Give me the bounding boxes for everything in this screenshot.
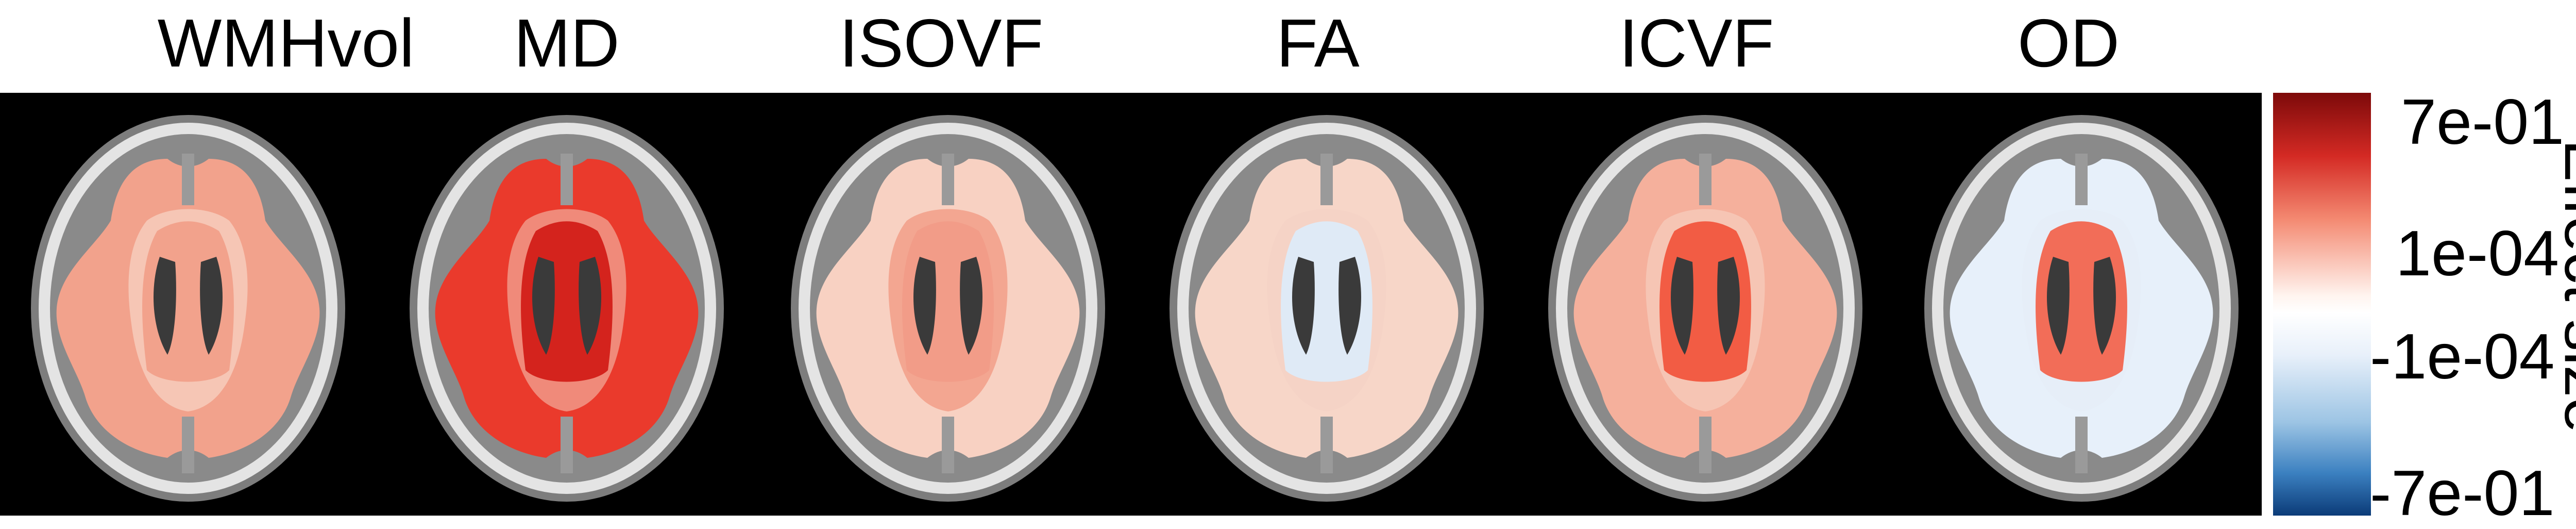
- right-ventricle: [1717, 257, 1740, 355]
- midline-front: [2075, 154, 2088, 205]
- colorbar-tick-neg-small: -1e-04: [2370, 321, 2555, 392]
- panel-title-md: MD: [514, 5, 620, 81]
- midline-back: [1320, 417, 1333, 473]
- brain-slice-md: [410, 115, 724, 502]
- right-ventricle: [1338, 257, 1361, 355]
- panel-title-wmhvol: WMHvol: [157, 5, 415, 81]
- left-ventricle: [532, 257, 555, 355]
- right-ventricle: [200, 257, 223, 355]
- colorbar-tick-min: -7e-01: [2370, 458, 2555, 529]
- midline-back: [182, 417, 194, 473]
- midline-back: [2075, 417, 2088, 473]
- right-ventricle: [579, 257, 601, 355]
- midline-front: [561, 154, 573, 205]
- brain-slices-panel: [0, 93, 2262, 516]
- panel-title-fa: FA: [1276, 5, 1360, 81]
- brain-slice-od: [1924, 115, 2239, 502]
- colorbar-title: Effect size: [2551, 139, 2576, 433]
- left-ventricle: [1292, 257, 1315, 355]
- colorbar: [2273, 93, 2371, 516]
- midline-back: [1699, 417, 1711, 473]
- left-ventricle: [1671, 257, 1693, 355]
- colorbar-gradient: [2273, 93, 2371, 516]
- brain-slice-wmhvol: [31, 115, 345, 502]
- panel-title-od: OD: [2018, 5, 2120, 81]
- panel-title-icvf: ICVF: [1619, 5, 1774, 81]
- midline-front: [942, 154, 954, 205]
- right-ventricle: [960, 257, 982, 355]
- midline-back: [942, 417, 954, 473]
- brain-slice-fa: [1170, 115, 1484, 502]
- colorbar-tick-max: 7e-01: [2401, 87, 2565, 158]
- left-ventricle: [913, 257, 936, 355]
- brain-slice-icvf: [1548, 115, 1862, 502]
- right-ventricle: [2093, 257, 2116, 355]
- colorbar-tick-pos-small: 1e-04: [2396, 218, 2560, 289]
- midline-front: [1320, 154, 1333, 205]
- brain-slices-svg: [31, 115, 2239, 502]
- midline-front: [1699, 154, 1711, 205]
- brain-slice-isovf: [791, 115, 1105, 502]
- left-ventricle: [154, 257, 176, 355]
- midline-front: [182, 154, 194, 205]
- midline-back: [561, 417, 573, 473]
- panel-title-isovf: ISOVF: [839, 5, 1044, 81]
- left-ventricle: [2047, 257, 2070, 355]
